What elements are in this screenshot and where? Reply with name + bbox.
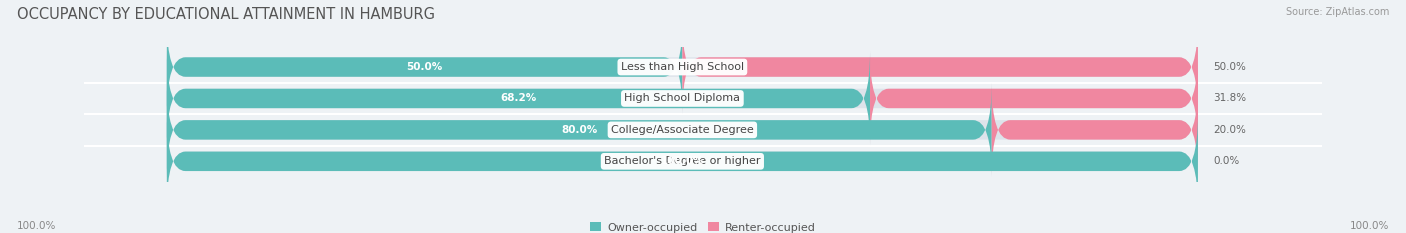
Text: Bachelor's Degree or higher: Bachelor's Degree or higher	[605, 156, 761, 166]
Text: High School Diploma: High School Diploma	[624, 93, 741, 103]
Text: 31.8%: 31.8%	[1213, 93, 1247, 103]
FancyBboxPatch shape	[167, 52, 870, 145]
Text: Less than High School: Less than High School	[621, 62, 744, 72]
Text: OCCUPANCY BY EDUCATIONAL ATTAINMENT IN HAMBURG: OCCUPANCY BY EDUCATIONAL ATTAINMENT IN H…	[17, 7, 434, 22]
Text: 80.0%: 80.0%	[561, 125, 598, 135]
FancyBboxPatch shape	[167, 114, 1198, 208]
Text: 100.0%: 100.0%	[17, 221, 56, 231]
Text: 20.0%: 20.0%	[1213, 125, 1246, 135]
FancyBboxPatch shape	[682, 20, 1198, 114]
Legend: Owner-occupied, Renter-occupied: Owner-occupied, Renter-occupied	[586, 218, 820, 233]
FancyBboxPatch shape	[167, 83, 1198, 177]
FancyBboxPatch shape	[167, 83, 991, 177]
Text: 100.0%: 100.0%	[661, 156, 704, 166]
FancyBboxPatch shape	[167, 20, 682, 114]
FancyBboxPatch shape	[167, 52, 1198, 145]
Text: 68.2%: 68.2%	[501, 93, 537, 103]
FancyBboxPatch shape	[991, 83, 1198, 177]
Text: 100.0%: 100.0%	[1350, 221, 1389, 231]
Text: 50.0%: 50.0%	[1213, 62, 1246, 72]
FancyBboxPatch shape	[870, 52, 1198, 145]
Text: Source: ZipAtlas.com: Source: ZipAtlas.com	[1285, 7, 1389, 17]
FancyBboxPatch shape	[167, 114, 1198, 208]
Text: College/Associate Degree: College/Associate Degree	[612, 125, 754, 135]
FancyBboxPatch shape	[167, 20, 1198, 114]
Text: 50.0%: 50.0%	[406, 62, 443, 72]
Text: 0.0%: 0.0%	[1213, 156, 1240, 166]
